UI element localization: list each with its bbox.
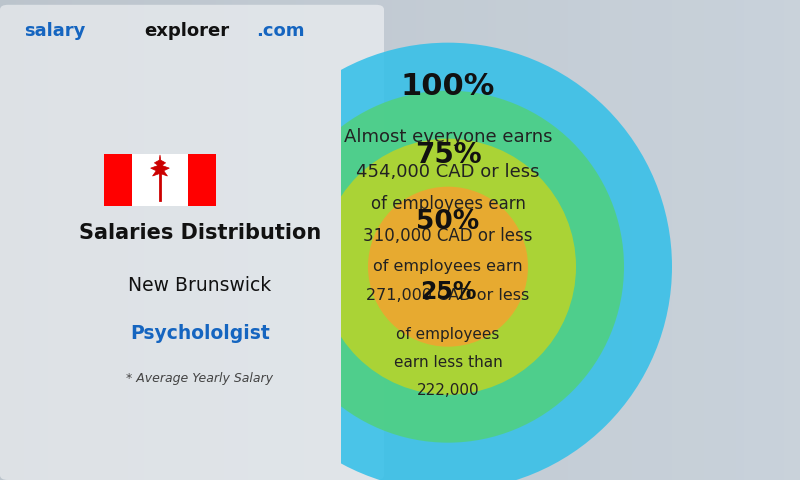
Text: of employees earn: of employees earn [370, 195, 526, 213]
Circle shape [224, 43, 672, 480]
Text: 100%: 100% [401, 72, 495, 101]
Text: 454,000 CAD or less: 454,000 CAD or less [356, 163, 540, 181]
Text: .com: .com [256, 22, 305, 40]
Circle shape [368, 187, 528, 347]
Bar [104, 154, 132, 206]
Text: salary: salary [24, 22, 86, 40]
Circle shape [272, 91, 624, 443]
Text: 25%: 25% [420, 280, 476, 304]
Text: 75%: 75% [414, 141, 482, 168]
Text: earn less than: earn less than [394, 355, 502, 370]
Text: Psychololgist: Psychololgist [130, 324, 270, 343]
Text: 271,000 CAD or less: 271,000 CAD or less [366, 288, 530, 303]
Circle shape [320, 139, 576, 395]
Text: 50%: 50% [416, 209, 480, 235]
FancyBboxPatch shape [0, 5, 384, 480]
Text: New Brunswick: New Brunswick [128, 276, 272, 295]
Text: 222,000: 222,000 [417, 383, 479, 398]
Text: of employees: of employees [396, 327, 500, 342]
Text: 310,000 CAD or less: 310,000 CAD or less [363, 227, 533, 245]
Text: Almost everyone earns: Almost everyone earns [344, 128, 552, 146]
Bar [132, 154, 188, 206]
Text: Salaries Distribution: Salaries Distribution [79, 223, 321, 243]
Text: * Average Yearly Salary: * Average Yearly Salary [126, 372, 274, 385]
Text: of employees earn: of employees earn [373, 259, 523, 274]
Polygon shape [150, 155, 170, 176]
Bar [188, 154, 216, 206]
Text: explorer: explorer [144, 22, 229, 40]
